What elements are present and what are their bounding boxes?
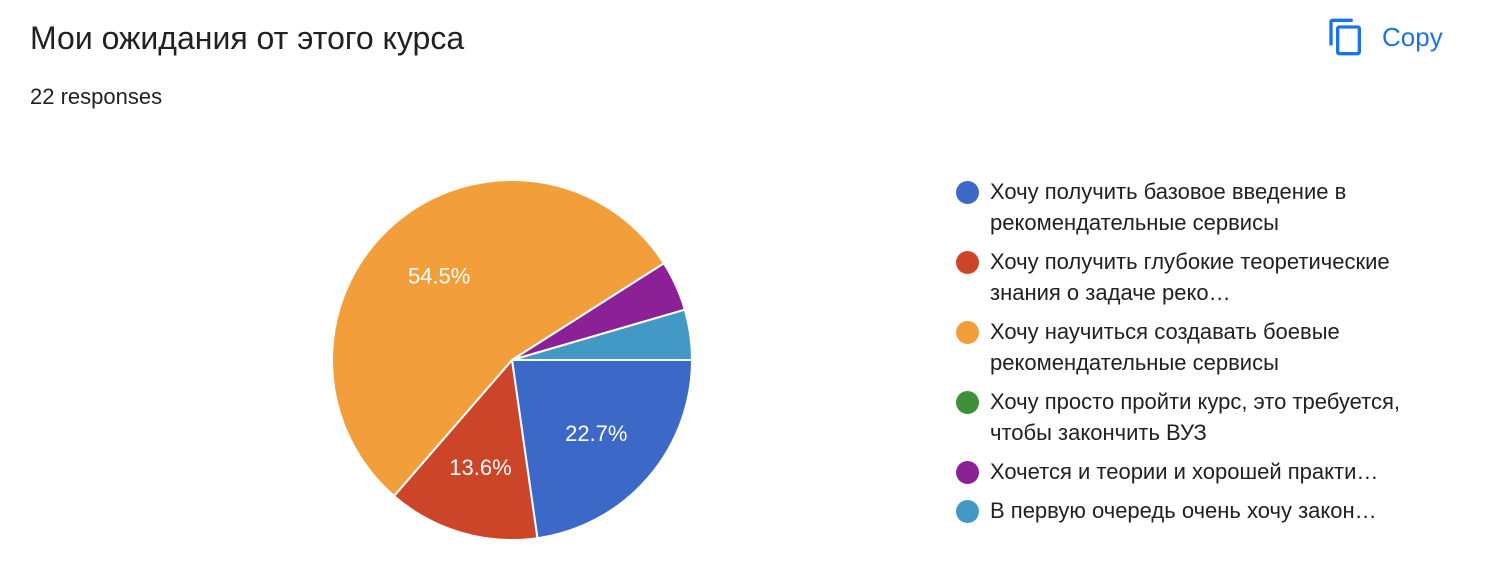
legend-label: В первую очередь очень хочу закон…: [990, 498, 1377, 523]
pie-chart: 22.7% 13.6% 54.5%: [331, 179, 694, 541]
legend-label: Хочу получить базовое введение в рекомен…: [990, 179, 1347, 235]
pie-slice-5[interactable]: [511, 308, 694, 361]
pie-slice-1[interactable]: [392, 357, 539, 541]
legend-label: Хочу получить глубокие теоретические зна…: [990, 249, 1390, 305]
copy-icon: [1329, 18, 1361, 56]
legend-label: Хочется и теории и хорошей практи…: [990, 459, 1379, 484]
page-title: Мои ожидания от этого курса: [30, 20, 465, 56]
legend-label: Хочу просто пройти курс, это требуется, …: [990, 389, 1400, 445]
legend-item[interactable]: Хочу получить глубокие теоретические зна…: [956, 246, 1436, 308]
copy-label: Copy: [1382, 21, 1443, 52]
pie-slice-2[interactable]: [331, 179, 666, 498]
response-count: 22 responses: [30, 84, 163, 109]
legend-item[interactable]: Хочется и теории и хорошей практи…: [956, 456, 1436, 487]
legend-item[interactable]: Хочу получить базовое введение в рекомен…: [956, 176, 1436, 238]
pie-data-label-1: 13.6%: [449, 455, 511, 480]
legend-marker: [956, 181, 979, 204]
legend-item[interactable]: Хочу просто пройти курс, это требуется, …: [956, 386, 1436, 448]
legend-marker: [956, 461, 979, 484]
legend-marker: [956, 391, 979, 414]
chart-legend: Хочу получить базовое введение в рекомен…: [956, 176, 1436, 534]
pie-data-label-2: 54.5%: [408, 263, 470, 288]
legend-marker: [956, 321, 979, 344]
legend-marker: [956, 251, 979, 274]
legend-item[interactable]: В первую очередь очень хочу закон…: [956, 495, 1436, 526]
pie-slice-0[interactable]: [510, 359, 694, 540]
copy-button[interactable]: Copy: [1326, 14, 1443, 60]
legend-item[interactable]: Хочу научиться создавать боевые рекоменд…: [956, 316, 1436, 378]
legend-label: Хочу научиться создавать боевые рекоменд…: [990, 319, 1340, 375]
legend-marker: [956, 500, 979, 523]
pie-data-label-0: 22.7%: [565, 421, 627, 446]
